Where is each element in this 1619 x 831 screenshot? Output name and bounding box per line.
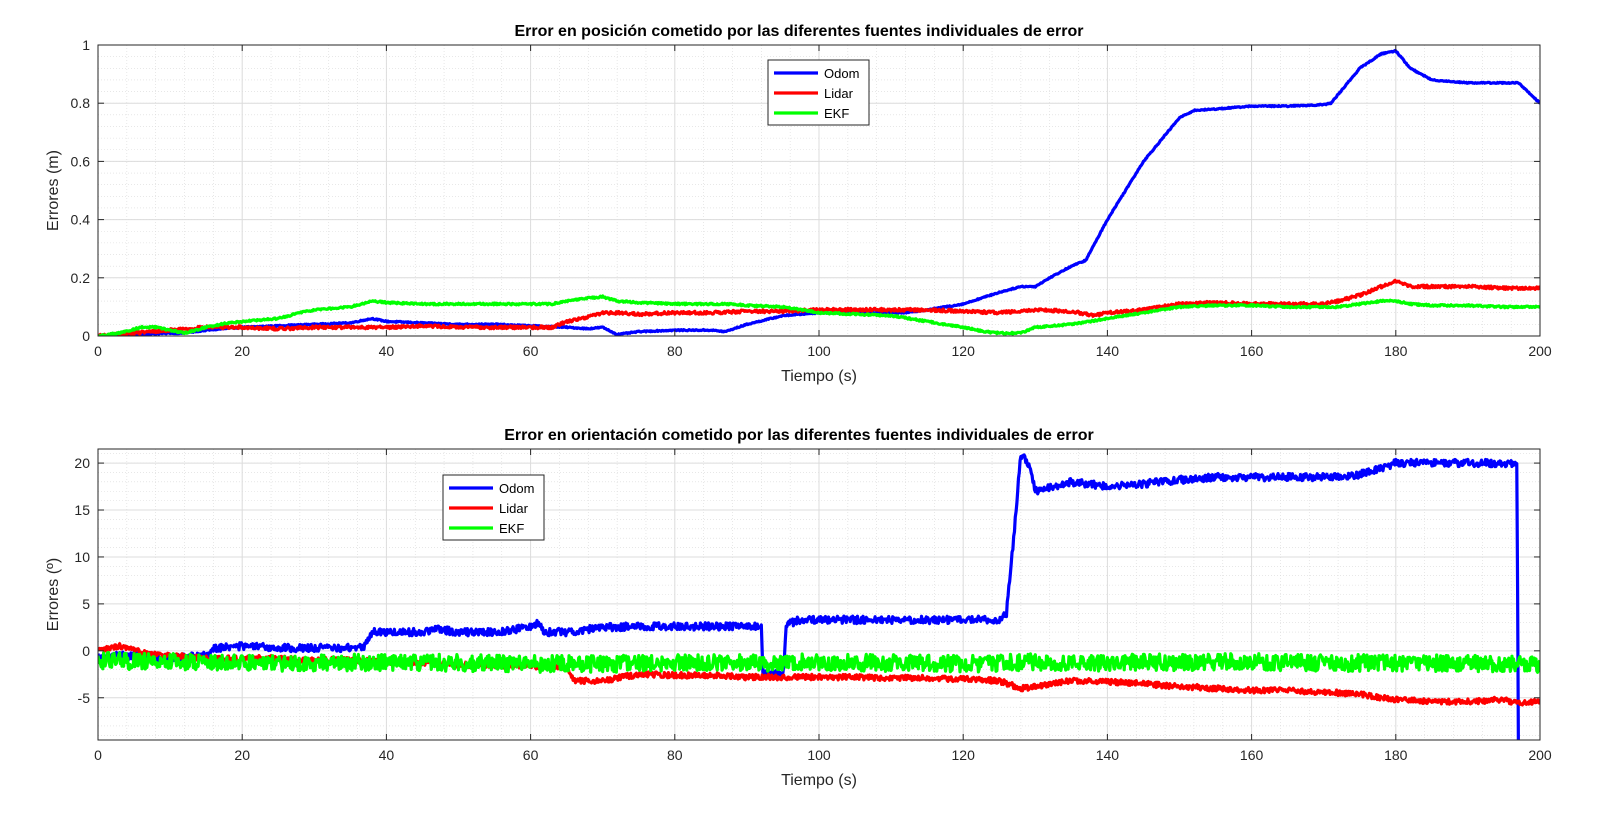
chart-title: Error en orientación cometido por las di… <box>504 427 1093 444</box>
x-tick-label: 60 <box>523 343 539 359</box>
x-tick-label: 120 <box>952 747 976 763</box>
x-tick-label: 20 <box>234 747 250 763</box>
y-tick-label: 15 <box>74 502 90 518</box>
x-tick-label: 40 <box>379 747 395 763</box>
x-tick-label: 80 <box>667 747 683 763</box>
x-tick-label: 60 <box>523 747 539 763</box>
series-line-ekf <box>98 294 1540 336</box>
x-tick-label: 140 <box>1096 343 1120 359</box>
x-tick-label: 40 <box>379 343 395 359</box>
y-tick-label: 0.4 <box>71 212 91 228</box>
y-tick-label: 1 <box>82 37 90 53</box>
series-line-ekf <box>98 650 1540 674</box>
x-tick-label: 180 <box>1384 747 1408 763</box>
legend: Odom Lidar EKF <box>442 474 545 541</box>
legend-label-ekf: EKF <box>824 106 849 121</box>
x-tick-label: 100 <box>807 343 831 359</box>
series-group <box>98 48 1540 336</box>
y-axis-label: Errores (m) <box>45 150 62 231</box>
x-axis-label: Tiempo (s) <box>781 772 857 789</box>
x-tick-label: 0 <box>94 343 102 359</box>
y-tick-label: 0.2 <box>71 270 91 286</box>
series-group <box>98 453 1540 740</box>
x-tick-label: 80 <box>667 343 683 359</box>
x-tick-label: 160 <box>1240 343 1264 359</box>
legend-label-odom: Odom <box>824 66 859 81</box>
x-tick-label: 200 <box>1528 343 1552 359</box>
y-tick-label: 0 <box>82 328 90 344</box>
legend: Odom Lidar EKF <box>767 59 870 126</box>
legend-label-odom: Odom <box>499 481 534 496</box>
legend-label-lidar: Lidar <box>499 501 529 516</box>
y-tick-label: 0.6 <box>71 153 91 169</box>
x-tick-label: 0 <box>94 747 102 763</box>
y-tick-label: 0 <box>82 643 90 659</box>
legend-label-lidar: Lidar <box>824 86 854 101</box>
grid <box>97 449 1541 740</box>
x-tick-label: 20 <box>234 343 250 359</box>
y-tick-label: 0.8 <box>71 95 91 111</box>
x-axis-label: Tiempo (s) <box>781 368 857 385</box>
tick-labels: 0 20 40 60 80 100 120 140 160 180 200 -5 0 5 10 15 20 <box>74 449 1552 763</box>
y-tick-label: 20 <box>74 455 90 471</box>
x-tick-label: 180 <box>1384 343 1408 359</box>
y-tick-label: -5 <box>78 690 91 706</box>
y-tick-label: 10 <box>74 549 90 565</box>
x-tick-label: 160 <box>1240 747 1264 763</box>
chart-2: 0 20 40 60 80 100 120 140 160 180 200 -5 0 5 10 15 20 Err… <box>45 427 1552 789</box>
x-tick-label: 100 <box>807 747 831 763</box>
tick-labels: 0 20 40 60 80 100 120 140 160 180 200 0 0.2 0.4 0.6 0.8… <box>71 37 1552 359</box>
series-line-odom <box>98 453 1520 740</box>
y-tick-label: 5 <box>82 596 90 612</box>
legend-label-ekf: EKF <box>499 521 524 536</box>
x-tick-label: 200 <box>1528 747 1552 763</box>
y-axis-label: Errores (º) <box>45 558 62 631</box>
chart-title: Error en posición cometido por las difer… <box>514 23 1083 40</box>
x-tick-label: 120 <box>952 343 976 359</box>
x-tick-label: 140 <box>1096 747 1120 763</box>
chart-1: 0 20 40 60 80 100 120 140 160 180 200 0 0.2 0.4 0.6 0.8… <box>45 23 1552 385</box>
